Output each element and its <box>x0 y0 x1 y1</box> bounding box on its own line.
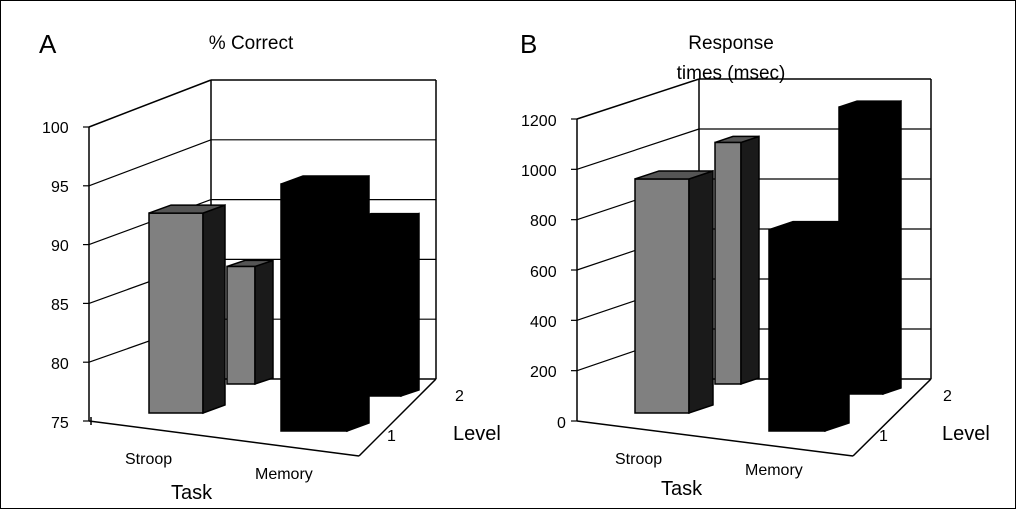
panel-a-z-axis-title: Level <box>453 423 501 445</box>
panel-b-category-label-stroop: Stroop <box>615 451 662 468</box>
bar-side-face <box>254 259 274 386</box>
bar-side-face <box>882 100 902 396</box>
panel-b: B Response times (msec) 0 200 400 600 80… <box>520 29 990 500</box>
bar-top-face <box>768 220 850 231</box>
bar-top-face <box>148 204 226 214</box>
bar-side-face <box>824 220 850 433</box>
bar-side-face <box>202 204 226 415</box>
bar-front-face <box>634 178 690 414</box>
panel-a-category-label-stroop: Stroop <box>125 451 172 468</box>
bar-front-face <box>148 212 204 414</box>
panel-b-tick-label: 800 <box>530 213 557 230</box>
bar-top-face <box>226 259 274 268</box>
panel-a-tick-labels: 75 80 85 90 95 100 <box>42 120 69 432</box>
bar-side-face <box>346 174 370 433</box>
panel-a-top-left-edge <box>88 79 212 128</box>
panel-a-category-label-memory: Memory <box>255 466 313 483</box>
bar-front-face <box>768 228 826 432</box>
panel-b-category-label-memory: Memory <box>745 462 803 479</box>
gridline-side <box>576 128 700 170</box>
bar-front-face <box>714 141 742 385</box>
panel-b-floor-right-edge <box>852 378 932 457</box>
bar-top-face <box>838 100 902 108</box>
panel-b-tick-label: 1000 <box>521 163 557 180</box>
panel-b-title-line-1: Response <box>688 33 774 54</box>
panel-a-level-label-1: 1 <box>387 428 396 445</box>
panel-a-tick-label: 85 <box>51 297 69 314</box>
bar-top-face <box>714 135 760 144</box>
bar-memory-level-2 <box>352 212 420 398</box>
panel-a-tick-label: 100 <box>42 120 69 137</box>
panel-a-level-label-2: 2 <box>455 388 464 405</box>
bar-side-face <box>688 169 714 415</box>
bar-side-face <box>400 212 420 398</box>
panel-a: A % Correct 75 80 85 90 95 100 Stroop Me… <box>39 29 501 504</box>
panel-b-tick-label: 200 <box>530 364 557 381</box>
bar-side-face <box>740 135 760 386</box>
bar-top-face <box>634 170 714 180</box>
bar-front-face <box>280 183 348 432</box>
panel-a-tick-label: 80 <box>51 356 69 373</box>
bar-stroop-level-1 <box>634 169 714 415</box>
panel-a-letter: A <box>39 29 57 59</box>
panel-a-tick-label: 95 <box>51 179 69 196</box>
panel-a-bars <box>148 174 420 433</box>
panel-a-floor-front-edge <box>88 420 360 457</box>
bar-stroop-level-2 <box>226 259 274 386</box>
panel-b-tick-label: 1200 <box>521 113 557 130</box>
panel-b-letter: B <box>520 29 537 59</box>
bar-memory-level-1 <box>768 220 850 433</box>
panel-b-tick-label: 400 <box>530 314 557 331</box>
panel-b-level-label-1: 1 <box>879 428 888 445</box>
bar-front-face <box>226 265 256 385</box>
panel-b-bars <box>634 100 902 433</box>
panel-a-tick-label: 75 <box>51 415 69 432</box>
panel-b-tick-label: 0 <box>557 415 566 432</box>
gridline-side <box>88 139 212 187</box>
panel-b-tick-label: 600 <box>530 264 557 281</box>
panel-b-tick-labels: 0 200 400 600 800 1000 1200 <box>521 113 566 432</box>
bar-memory-level-1 <box>280 174 370 433</box>
panel-b-level-label-2: 2 <box>943 388 952 405</box>
panel-a-tick-label: 90 <box>51 238 69 255</box>
bar-stroop-level-2 <box>714 135 760 386</box>
panel-b-floor-front-edge <box>576 420 854 457</box>
panel-b-top-left-edge <box>576 78 700 120</box>
panel-b-x-axis-title: Task <box>661 478 703 500</box>
panel-a-x-axis-title: Task <box>171 482 213 504</box>
bar-stroop-level-1 <box>148 204 226 415</box>
panel-b-z-axis-title: Level <box>942 423 990 445</box>
panel-a-title: % Correct <box>209 33 294 54</box>
bar-top-face <box>280 175 370 185</box>
panel-a-floor-right-edge <box>358 378 437 457</box>
